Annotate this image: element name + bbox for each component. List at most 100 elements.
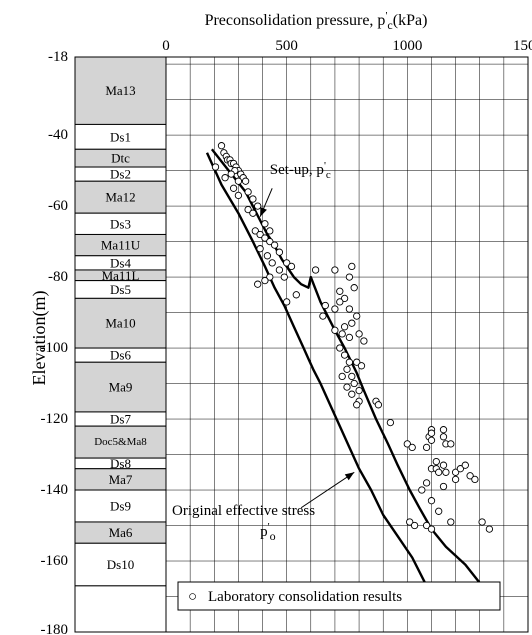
data-point-59 xyxy=(331,326,339,334)
data-point-30 xyxy=(270,241,279,249)
data-point-95 xyxy=(435,468,443,476)
data-point-28 xyxy=(261,234,269,242)
data-point-64 xyxy=(336,344,344,352)
data-point-82 xyxy=(408,443,416,452)
stratum-label-15: Ds8 xyxy=(110,456,131,471)
data-point-61 xyxy=(345,333,354,342)
setup-label: Set-up, p'c xyxy=(270,160,331,181)
data-point-63 xyxy=(360,337,368,345)
data-point-58 xyxy=(340,323,349,331)
data-point-110 xyxy=(406,518,414,526)
stratum-label-16: Ma7 xyxy=(109,472,133,487)
legend: ○ Laboratory consolidation results xyxy=(177,581,501,611)
data-point-114 xyxy=(478,518,486,526)
data-point-48 xyxy=(350,284,358,292)
stratum-label-6: Ma11U xyxy=(101,238,141,253)
data-point-24 xyxy=(261,220,269,228)
stratum-19 xyxy=(74,542,167,587)
data-point-108 xyxy=(435,507,443,515)
data-point-109 xyxy=(447,518,455,526)
original-label-prime: ' xyxy=(268,521,270,533)
data-point-46 xyxy=(348,262,356,271)
data-point-17 xyxy=(229,184,238,192)
data-point-104 xyxy=(439,482,448,491)
data-point-41 xyxy=(254,280,262,288)
stratum-label-14: Doc5&Ma8 xyxy=(94,436,147,448)
data-point-107 xyxy=(427,497,436,505)
data-point-88 xyxy=(439,433,448,441)
data-point-13 xyxy=(241,177,250,185)
data-point-75 xyxy=(348,390,356,398)
stratum-label-5: Ds3 xyxy=(110,216,131,231)
data-point-87 xyxy=(427,436,436,444)
data-point-92 xyxy=(432,457,440,466)
data-point-68 xyxy=(357,362,366,370)
y-tick-18: -18 xyxy=(48,49,68,65)
setup-label-sub: c xyxy=(326,169,331,181)
data-point-52 xyxy=(321,301,329,310)
original-label-line1: Original effective stress xyxy=(172,503,315,519)
data-point-42 xyxy=(292,291,300,299)
data-point-100 xyxy=(461,461,469,469)
data-point-102 xyxy=(471,475,479,484)
data-point-51 xyxy=(336,298,344,306)
x-tick-labels: 0 500 1000 1500 xyxy=(162,38,532,54)
data-point-77 xyxy=(353,401,361,409)
stratum-label-13: Ds7 xyxy=(110,412,131,427)
y-tick-100: -100 xyxy=(41,340,69,356)
data-point-20 xyxy=(249,195,257,203)
data-point-50 xyxy=(340,294,349,303)
stratum-1 xyxy=(74,123,167,150)
data-point-32 xyxy=(283,259,291,267)
x-tick-0: 0 xyxy=(162,38,170,54)
chart-title: Preconsolidation pressure, p'c(kPa) xyxy=(205,10,428,32)
original-arrowhead xyxy=(344,472,355,481)
data-point-22 xyxy=(244,205,252,214)
y-axis-label: Elevation(m) xyxy=(29,291,50,386)
stratum-label-0: Ma13 xyxy=(105,83,135,98)
setup-label-prime: ' xyxy=(324,160,326,172)
data-point-101 xyxy=(466,472,474,480)
data-point-62 xyxy=(355,330,363,338)
data-point-113 xyxy=(427,525,436,533)
data-point-70 xyxy=(348,372,356,381)
data-point-0 xyxy=(217,142,226,150)
stratum-label-17: Ds9 xyxy=(110,498,131,513)
title-subscript: c xyxy=(387,18,392,32)
title-suffix: (kPa) xyxy=(393,12,428,29)
data-point-71 xyxy=(338,372,346,381)
data-point-106 xyxy=(418,486,426,494)
data-point-111 xyxy=(410,521,419,530)
y-tick-160: -160 xyxy=(41,553,69,569)
setup-annotation: Set-up, p'c xyxy=(259,160,331,217)
original-label-line2: p'o xyxy=(260,521,275,543)
stratum-label-1: Ds1 xyxy=(110,129,131,144)
legend-label: Laboratory consolidation results xyxy=(208,589,402,605)
legend-box xyxy=(177,581,501,611)
data-point-10 xyxy=(227,170,235,178)
data-point-67 xyxy=(353,358,361,366)
data-point-39 xyxy=(266,273,274,281)
stratum-label-18: Ma6 xyxy=(109,525,133,540)
data-point-26 xyxy=(251,227,259,235)
data-point-112 xyxy=(422,521,431,530)
data-point-65 xyxy=(340,351,349,359)
data-point-73 xyxy=(343,383,351,391)
data-point-36 xyxy=(268,259,276,267)
data-point-115 xyxy=(485,525,494,533)
data-point-81 xyxy=(403,440,411,448)
data-point-44 xyxy=(311,266,320,274)
data-point-103 xyxy=(451,475,460,484)
data-point-49 xyxy=(336,287,344,295)
data-point-69 xyxy=(343,365,351,373)
data-point-15 xyxy=(221,174,229,182)
data-point-35 xyxy=(263,252,272,260)
y-tick-40: -40 xyxy=(48,127,68,143)
original-label-p: p xyxy=(260,524,268,540)
data-point-54 xyxy=(319,312,327,320)
data-point-27 xyxy=(256,230,264,239)
data-point-43 xyxy=(283,298,291,306)
y-tick-180: -180 xyxy=(41,622,69,635)
series-line-1 xyxy=(205,152,428,587)
